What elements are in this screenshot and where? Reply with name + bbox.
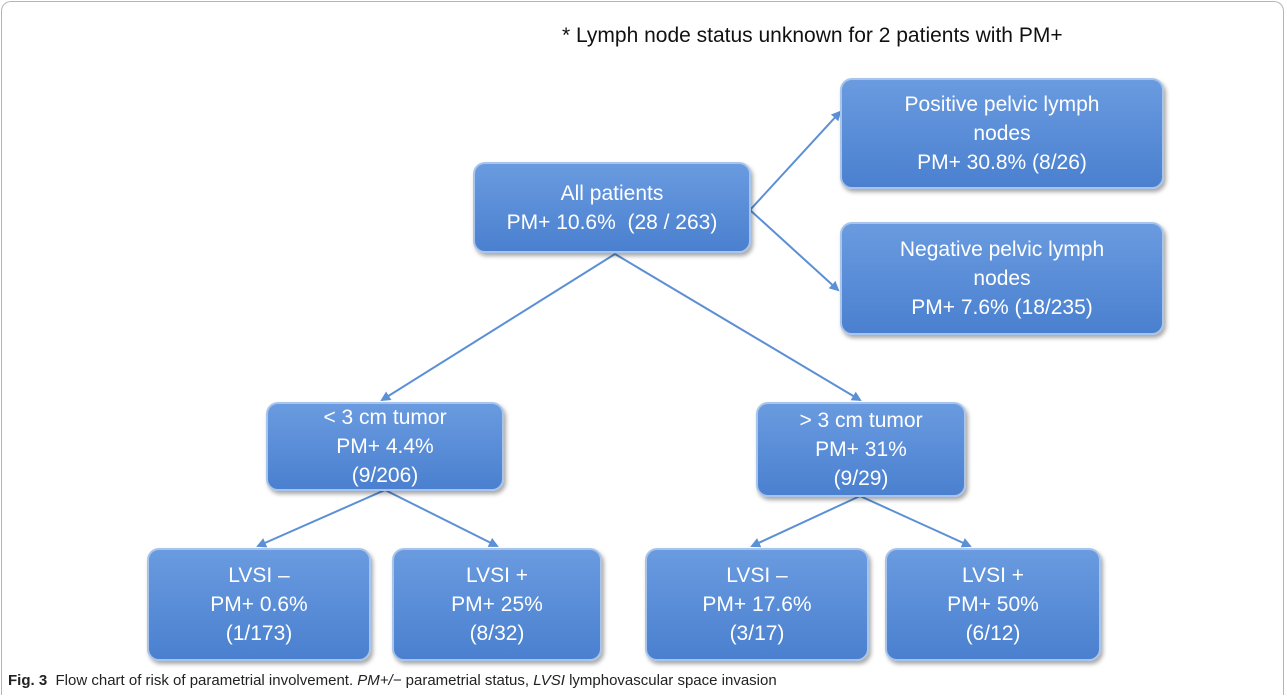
node: LVSI – PM+ 17.6% (3/17) <box>645 548 869 661</box>
edge <box>749 110 842 211</box>
node: < 3 cm tumor PM+ 4.4% (9/206) <box>266 402 504 491</box>
node-line: (9/206) <box>351 464 419 487</box>
node-line: PM+ 17.6% <box>702 593 812 616</box>
node-line: < 3 cm tumor <box>323 406 447 429</box>
node-line: > 3 cm tumor <box>799 409 923 432</box>
node: LVSI + PM+ 25% (8/32) <box>392 548 602 661</box>
node-line: LVSI – <box>228 564 290 587</box>
node-line: All patients <box>560 181 664 205</box>
node-line: PM+ 31% <box>815 438 907 461</box>
node-line: (8/32) <box>469 622 525 645</box>
node-line: PM+ 50% <box>947 593 1039 616</box>
node-line: PM+ 10.6% (28 / 263) <box>506 210 718 234</box>
node-line: LVSI + <box>465 564 529 587</box>
node-line: (6/12) <box>965 622 1021 645</box>
node-line: PM+ 25% <box>451 593 543 616</box>
node-line: PM+ 30.8% (8/26) <box>917 151 1087 174</box>
note: * Lymph node status unknown for 2 patien… <box>562 24 1063 47</box>
node: LVSI – PM+ 0.6% (1/173) <box>147 548 371 661</box>
node-line: Negative pelvic lymph <box>899 238 1105 261</box>
node-line: PM+ 4.4% <box>336 435 434 458</box>
node-line: Positive pelvic lymph <box>904 93 1100 116</box>
node: LVSI + PM+ 50% (6/12) <box>885 548 1101 661</box>
edge <box>614 253 862 402</box>
edge <box>384 489 499 547</box>
edge <box>380 253 616 402</box>
node-line: (1/173) <box>225 622 293 645</box>
node: Positive pelvic lymph nodes PM+ 30.8% (8/2… <box>840 78 1164 189</box>
node: All patients PM+ 10.6% (28 / 263) <box>473 162 751 253</box>
caption-text: lymphovascular space invasion <box>564 672 777 689</box>
edge <box>859 495 972 548</box>
edge <box>749 209 840 292</box>
node-line: nodes <box>973 122 1031 145</box>
caption-label: Fig. 3 <box>8 672 48 689</box>
node-line: LVSI – <box>726 564 788 587</box>
caption-term: LVSI <box>533 672 565 689</box>
node-line: (9/29) <box>833 467 889 490</box>
node-line: PM+ 0.6% <box>210 593 308 616</box>
edge <box>750 495 861 548</box>
node-line: nodes <box>973 267 1031 290</box>
caption: Fig. 3 Flow chart of risk of parametrial… <box>8 672 777 689</box>
node-line: LVSI + <box>961 564 1025 587</box>
caption-text: Flow chart of risk of parametrial involv… <box>55 672 358 689</box>
edge <box>256 489 386 548</box>
node: Negative pelvic lymph nodes PM+ 7.6% (18/2… <box>840 222 1164 335</box>
node-line: PM+ 7.6% (18/235) <box>911 296 1093 319</box>
node-line: (3/17) <box>729 622 785 645</box>
node: > 3 cm tumor PM+ 31% (9/29) <box>756 402 966 497</box>
caption-text: parametrial status, <box>401 672 534 689</box>
caption-term: PM+/− <box>357 672 402 689</box>
